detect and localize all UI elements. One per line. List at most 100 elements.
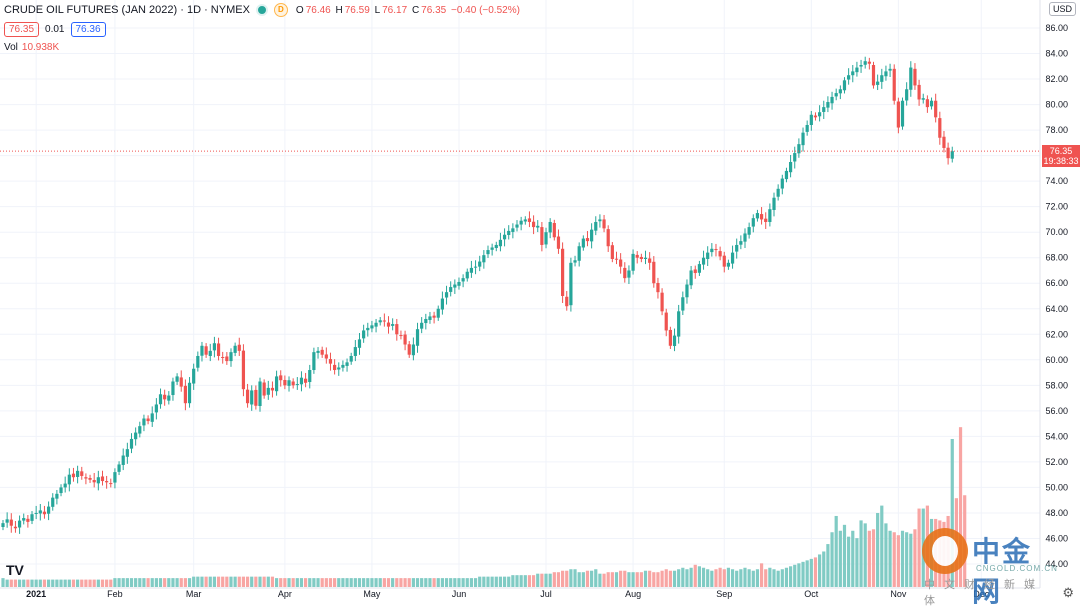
candle-body xyxy=(718,251,722,257)
candle-body xyxy=(830,96,834,104)
volume-bar xyxy=(540,573,544,587)
currency-selector[interactable]: USD xyxy=(1048,2,1076,16)
volume-bar xyxy=(274,578,279,587)
x-tick-label: Apr xyxy=(278,589,292,599)
candle-body xyxy=(639,256,643,259)
volume-bar xyxy=(880,505,884,587)
candle-body xyxy=(884,71,888,77)
candle-body xyxy=(204,346,208,355)
y-tick-label: 54.00 xyxy=(1045,431,1068,441)
candle-body xyxy=(623,267,627,279)
candle-body xyxy=(341,364,345,368)
volume-bar xyxy=(34,579,38,587)
candle-body xyxy=(689,270,693,286)
volume-bar xyxy=(366,578,370,587)
volume-bar xyxy=(863,523,867,587)
volume-bar xyxy=(735,570,739,587)
volume-bar xyxy=(17,579,22,587)
candle-body xyxy=(780,178,784,189)
volume-bar xyxy=(399,578,403,587)
buy-price-button[interactable]: 76.36 xyxy=(70,22,106,37)
candle-body xyxy=(631,253,635,271)
x-tick-label: Oct xyxy=(804,589,819,599)
x-tick-label: Jul xyxy=(540,589,552,599)
volume-bar xyxy=(706,569,710,587)
volume-bar xyxy=(266,576,270,587)
candle-body xyxy=(63,483,67,488)
candle-body xyxy=(42,511,47,515)
volume-bar xyxy=(432,578,436,587)
y-tick-label: 62.00 xyxy=(1045,329,1068,339)
candle-body xyxy=(473,266,478,268)
candle-body xyxy=(391,324,395,326)
volume-bar xyxy=(221,576,225,587)
volume-bar xyxy=(652,572,656,587)
volume-bar xyxy=(100,579,105,587)
last-price-label: 76.35 19:38:33 xyxy=(1042,145,1080,167)
candle-body xyxy=(822,107,826,112)
candle-body xyxy=(146,418,150,422)
candle-body xyxy=(502,234,507,240)
y-tick-label: 80.00 xyxy=(1045,100,1068,110)
volume-bar xyxy=(631,572,635,587)
candle-body xyxy=(196,355,200,368)
candle-body xyxy=(333,364,337,371)
volume-bar xyxy=(478,576,482,587)
volume-bar xyxy=(469,578,474,587)
sell-price-button[interactable]: 76.35 xyxy=(4,22,40,37)
volume-bar xyxy=(689,567,693,587)
volume-bar xyxy=(544,573,548,587)
candle-body xyxy=(842,80,847,91)
volume-bar xyxy=(498,576,503,587)
volume-bar xyxy=(287,578,291,587)
volume-bar xyxy=(370,578,374,587)
volume-bar xyxy=(225,576,229,587)
candle-body xyxy=(395,324,399,335)
volume-bar xyxy=(386,578,391,587)
candle-body xyxy=(411,344,415,356)
volume-bar xyxy=(623,570,627,587)
candle-body xyxy=(345,362,349,366)
candle-body xyxy=(274,376,279,392)
tradingview-logo[interactable]: TV xyxy=(6,562,24,578)
candle-body xyxy=(80,471,84,476)
candle-body xyxy=(233,345,237,353)
volume-bar xyxy=(838,530,842,587)
candle-body xyxy=(46,506,51,514)
y-tick-label: 58.00 xyxy=(1045,380,1068,390)
candle-body xyxy=(129,438,134,449)
volume-bar xyxy=(440,578,444,587)
candle-body xyxy=(784,170,789,180)
symbol-title[interactable]: CRUDE OIL FUTURES (JAN 2022) · 1D · NYME… xyxy=(4,4,250,16)
candle-body xyxy=(664,312,668,331)
settings-gear-icon[interactable]: ⚙ xyxy=(1062,585,1074,600)
volume-bar xyxy=(63,579,67,587)
candle-body xyxy=(432,315,436,318)
volume-value: 10.938K xyxy=(21,42,60,53)
y-tick-label: 86.00 xyxy=(1045,23,1068,33)
watermark-url: CNGOLD.COM.CN xyxy=(976,564,1058,573)
candle-body xyxy=(216,343,221,356)
volume-bar xyxy=(473,578,478,587)
volume-bar xyxy=(892,532,896,587)
y-tick-label: 48.00 xyxy=(1045,508,1068,518)
candle-body xyxy=(304,378,308,383)
candle-body xyxy=(552,223,556,238)
volume-legend[interactable]: Vol 10.938K xyxy=(4,42,59,53)
volume-bar xyxy=(241,576,246,587)
candle-body xyxy=(511,228,515,232)
volume-bar xyxy=(693,564,697,587)
candle-body xyxy=(55,493,59,499)
volume-bar xyxy=(312,578,316,587)
candle-body xyxy=(880,75,884,82)
candle-body xyxy=(896,101,900,128)
candle-body xyxy=(71,473,76,478)
watermark: 中金网 CNGOLD.COM.CN 中文财经新媒体 xyxy=(922,528,1057,607)
volume-bar xyxy=(494,576,498,587)
candle-body xyxy=(743,233,747,242)
volume-bar xyxy=(109,579,113,587)
volume-bar xyxy=(216,576,221,587)
candle-body xyxy=(192,368,196,384)
candle-body xyxy=(76,470,80,477)
